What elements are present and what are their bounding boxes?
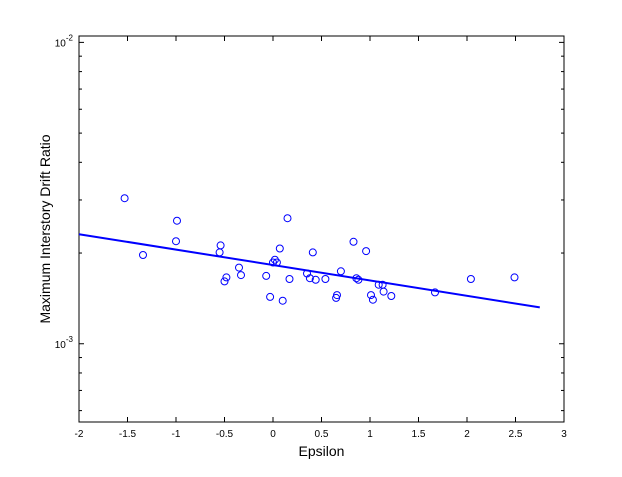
- x-axis-label: Epsilon: [299, 443, 345, 459]
- data-point: [262, 271, 271, 280]
- data-point: [173, 216, 181, 225]
- y-tick-label: 10-2: [55, 33, 74, 49]
- x-tick-label: 2.5: [509, 429, 523, 440]
- x-tick-label: 1.5: [412, 429, 426, 440]
- data-point: [235, 263, 243, 272]
- data-point: [311, 275, 320, 284]
- data-point: [275, 244, 284, 253]
- plot-area: [78, 35, 565, 423]
- axes: -2 -1.5 -1 -0.5 0 0.5 1 1.5 2 2.5 3 10-3 10-2: [55, 33, 567, 440]
- data-point: [285, 275, 294, 283]
- data-point: [379, 287, 388, 296]
- data-point: [367, 291, 375, 300]
- data-point: [431, 288, 439, 297]
- x-tick-label: -2: [75, 429, 84, 440]
- data-point: [222, 273, 231, 282]
- data-point: [237, 271, 245, 280]
- data-point: [308, 248, 317, 257]
- data-point: [362, 247, 371, 256]
- x-tick-label: 0: [270, 429, 276, 440]
- data-point: [321, 275, 330, 283]
- x-tick-label: -1.5: [119, 429, 137, 440]
- data-point: [333, 291, 341, 300]
- data-point: [283, 214, 292, 223]
- x-tick-label: 0.5: [315, 429, 329, 440]
- data-point: [172, 237, 180, 246]
- data-point: [139, 251, 147, 259]
- regression-line: [78, 233, 540, 309]
- data-point: [466, 275, 475, 283]
- y-axis-label: Maximum Interstory Drift Ratio: [37, 134, 53, 323]
- data-point: [387, 292, 396, 300]
- x-tick-label: 1: [367, 429, 373, 440]
- data-point: [278, 296, 287, 305]
- data-point: [305, 274, 314, 283]
- data-point: [349, 237, 358, 246]
- data-point: [266, 292, 275, 301]
- data-series: [78, 194, 540, 309]
- data-point: [220, 277, 229, 286]
- x-tick-label: -1: [172, 429, 181, 440]
- y-tick-label: 10-3: [55, 335, 74, 351]
- x-tick-label: 2: [464, 429, 470, 440]
- data-point: [510, 273, 519, 282]
- x-tick-label: 3: [561, 429, 567, 440]
- data-point: [368, 295, 377, 304]
- x-tick-label: -0.5: [216, 429, 234, 440]
- data-point: [120, 194, 129, 203]
